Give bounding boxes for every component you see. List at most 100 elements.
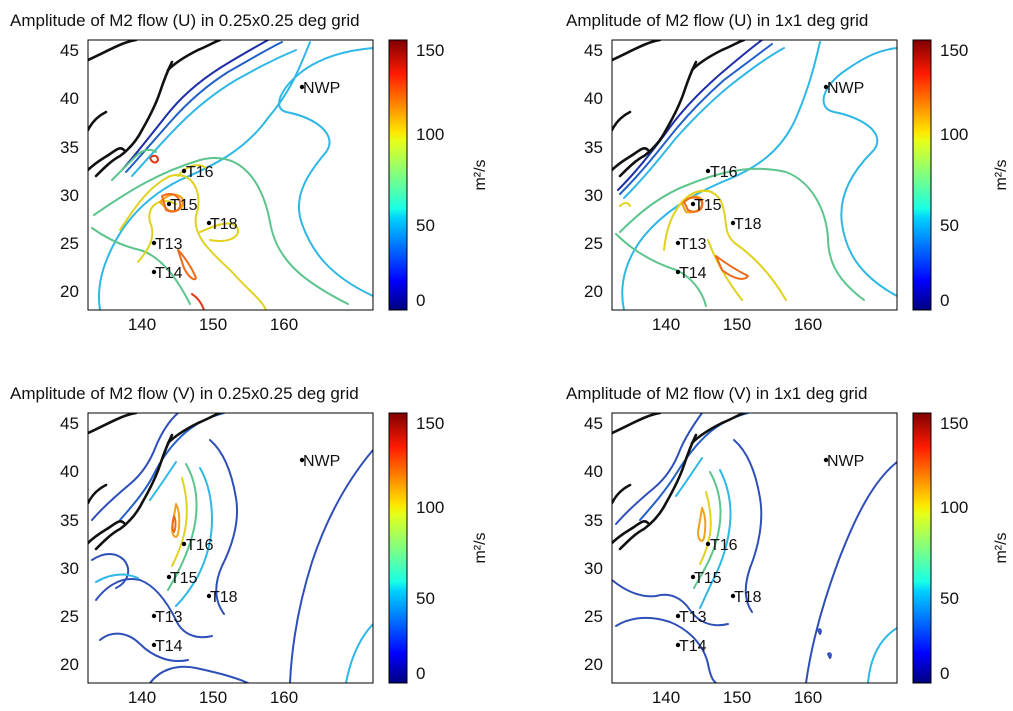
coastline-korea — [88, 483, 108, 505]
station-label: T14 — [155, 638, 183, 655]
x-axis: 140 150 160 — [128, 315, 298, 334]
colorbar-unit-label: m²/s — [993, 159, 1010, 190]
x-tick-label: 150 — [199, 688, 227, 707]
station-dot — [730, 220, 736, 226]
y-axis: 20 25 30 35 40 45 — [584, 414, 603, 674]
station-markers: NWP T16 T15 T18 T13 T14 — [675, 453, 864, 655]
station-dot — [675, 269, 681, 275]
x-tick-label: 160 — [794, 688, 822, 707]
station-dot — [181, 541, 187, 547]
coastline-asia — [88, 40, 138, 62]
station-label: T13 — [679, 609, 707, 626]
contour-15-c — [733, 439, 763, 613]
station-markers: NWP T16 T15 T18 T13 T14 — [151, 453, 340, 655]
station-label: T14 — [155, 265, 183, 282]
y-tick-label: 20 — [60, 282, 79, 301]
station-dot — [690, 574, 696, 580]
station-label: T13 — [679, 236, 707, 253]
y-axis: 20 25 30 35 40 45 — [60, 41, 79, 301]
station-dot — [166, 574, 172, 580]
station-dot — [675, 613, 681, 619]
coastline-korea — [612, 483, 632, 505]
map-area — [612, 40, 897, 310]
colorbar-tick-label: 50 — [416, 589, 435, 608]
contour-65 — [663, 189, 787, 301]
contour-40-b — [615, 233, 707, 307]
contour-coast-25 — [675, 457, 703, 497]
contour-40-west — [91, 227, 191, 305]
y-tick-label: 35 — [584, 138, 603, 157]
contour-25-east — [867, 627, 897, 683]
colorbar-unit-label: m²/s — [472, 532, 489, 563]
contour-25-east — [278, 47, 373, 297]
colorbar-unit-label: m²/s — [993, 532, 1010, 563]
coastline-hokkaido — [690, 413, 746, 445]
colorbar-tick-label: 100 — [940, 125, 968, 144]
coastline-kyushu — [612, 520, 650, 545]
contour-group — [91, 413, 373, 683]
colorbar-tick-label: 0 — [416, 291, 425, 310]
station-label: T18 — [210, 216, 238, 233]
contour-15-b — [612, 579, 729, 627]
contour-25 — [621, 41, 821, 310]
map-area — [612, 413, 897, 683]
station-label: T15 — [694, 570, 722, 587]
coastline-kyushu — [88, 520, 126, 545]
coastline — [612, 413, 746, 551]
y-axis: 20 25 30 35 40 45 — [584, 41, 603, 301]
contour-100-b — [177, 249, 197, 281]
x-axis: 140 150 160 — [652, 688, 822, 707]
coastline — [88, 413, 222, 551]
y-tick-label: 20 — [60, 655, 79, 674]
station-dot — [823, 84, 829, 90]
colorbar: 0 50 100 150 m²/s — [912, 412, 1010, 684]
colorbar-tick-label: 150 — [940, 414, 968, 433]
y-tick-label: 45 — [584, 41, 603, 60]
coastline-asia — [612, 40, 662, 62]
contour-coast-15 — [619, 43, 773, 195]
x-axis: 140 150 160 — [128, 688, 298, 707]
contour-65 — [699, 491, 712, 565]
contour-group — [91, 40, 373, 310]
chart-title: Amplitude of M2 flow (V) in 1x1 deg grid — [566, 384, 867, 403]
station-markers: NWP T16 T15 T18 T13 T14 — [675, 80, 864, 282]
contour-15-b — [95, 578, 213, 639]
contour-15-east — [289, 449, 373, 683]
station-label: T18 — [734, 216, 762, 233]
coastline-honshu — [94, 60, 174, 178]
y-tick-label: 30 — [584, 186, 603, 205]
coastline-hokkaido — [166, 40, 222, 72]
station-label: NWP — [303, 453, 340, 470]
contour-40 — [93, 157, 349, 305]
contour-65-b — [675, 190, 713, 211]
coastline-korea — [88, 110, 108, 132]
contour-coast-5 — [617, 40, 763, 191]
colorbar-tick-label: 150 — [416, 41, 444, 60]
y-tick-label: 35 — [60, 138, 79, 157]
colorbar-tick-label: 100 — [416, 125, 444, 144]
y-tick-label: 45 — [60, 414, 79, 433]
station-dot — [675, 642, 681, 648]
station-dot — [675, 240, 681, 246]
station-label: T18 — [734, 589, 762, 606]
colorbar-gradient — [912, 412, 932, 684]
colorbar-tick-label: 100 — [416, 498, 444, 517]
y-tick-label: 25 — [584, 607, 603, 626]
contour-100 — [683, 196, 704, 213]
contour-15-s — [149, 665, 249, 683]
map-frame — [87, 412, 374, 684]
contour-group — [615, 40, 897, 310]
y-tick-label: 30 — [60, 559, 79, 578]
map-frame — [611, 39, 898, 311]
station-label: T16 — [710, 164, 738, 181]
coastline-honshu — [618, 60, 698, 178]
station-label: T16 — [186, 537, 214, 554]
contour-15-east — [805, 461, 897, 683]
map-area — [88, 413, 373, 683]
station-dot — [166, 201, 172, 207]
contour-40 — [167, 463, 198, 591]
contour-120-b — [191, 293, 205, 310]
contour-coast-25 — [131, 49, 297, 177]
colorbar-tick-label: 150 — [940, 41, 968, 60]
contour-25 — [98, 41, 311, 310]
